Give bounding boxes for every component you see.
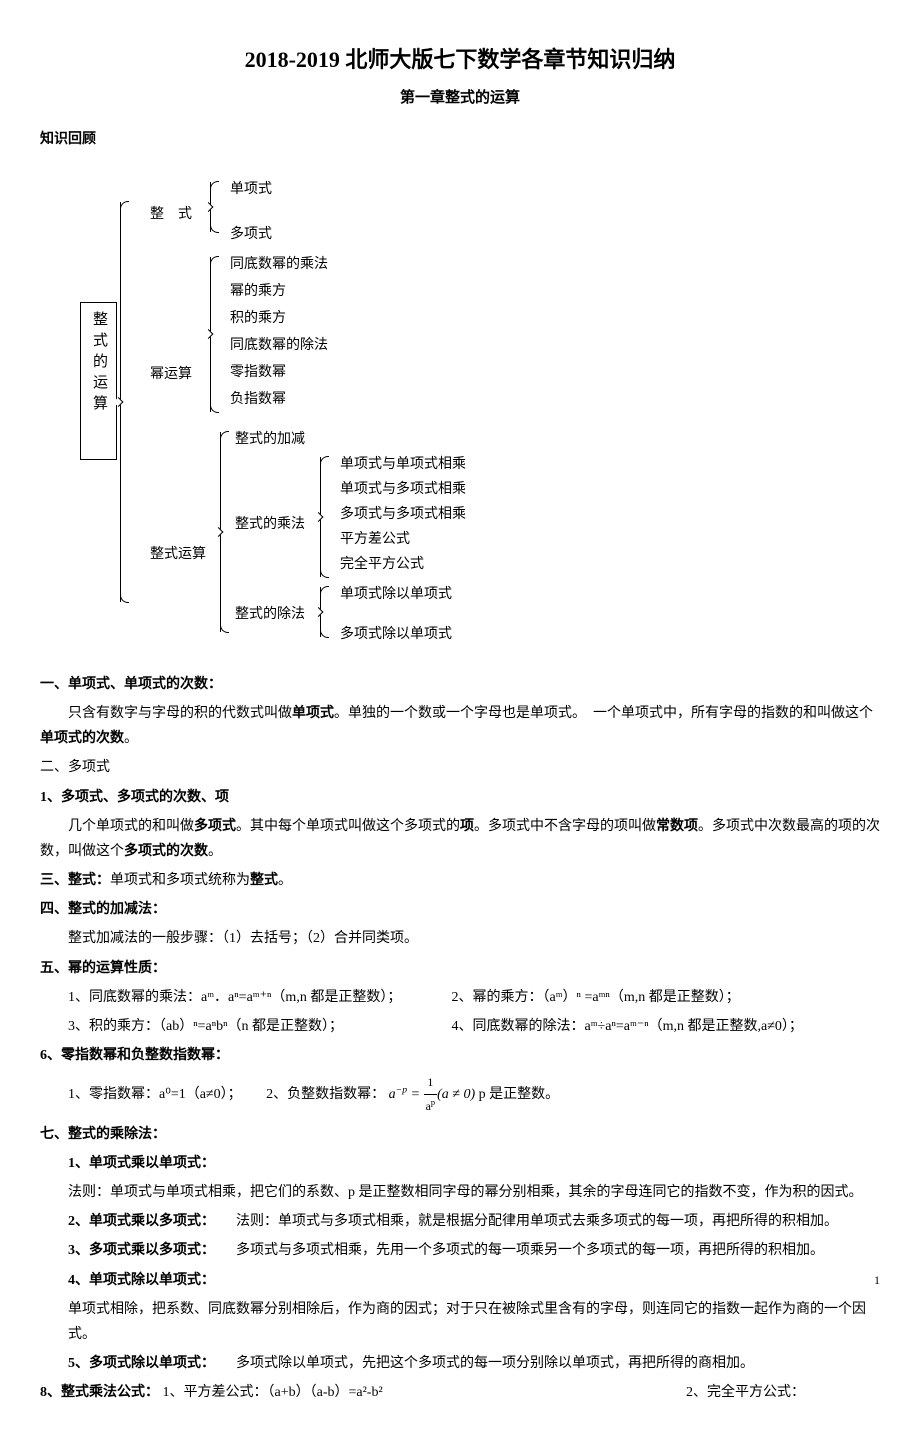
s4-body: 整式加减法的一般步骤：（1）去括号；（2）合并同类项。: [40, 926, 880, 951]
s2-b3: 常数项: [656, 819, 698, 834]
s7-m1p: 法则：单项式与单项式相乘，把它们的系数、p 是正整数相同字母的幂分别相乘，其余的…: [68, 1180, 880, 1205]
s2-head: 二、多项式: [40, 755, 880, 780]
tree-my-0: 同底数幂的乘法: [230, 252, 328, 277]
tree-mul-2: 多项式与多项式相乘: [340, 502, 466, 527]
s1-b2: 单项式的次数: [40, 731, 124, 746]
s5-i1: 1、同底数幂的乘法：aᵐ．aⁿ=aᵐ⁺ⁿ（m,n 都是正整数）；: [68, 985, 448, 1010]
s2-t3: 。多项式中不含字母的项叫做: [474, 819, 656, 834]
tree-my-4: 零指数幂: [230, 360, 286, 385]
tree-div-1: 多项式除以单项式: [340, 622, 452, 647]
tree-ys-1: 整式的乘法: [235, 512, 305, 537]
page-number: 1: [874, 1270, 880, 1292]
tree-root: 整式的运算: [80, 302, 117, 460]
s8-i2: 2、完全平方公式：: [686, 1385, 805, 1400]
tree-div-0: 单项式除以单项式: [340, 582, 452, 607]
page-title: 2018-2019 北师大版七下数学各章节知识归纳: [40, 40, 880, 80]
s8: 8、整式乘法公式： 1、平方差公式：（a+b）（a-b）=a²-b² 2、完全平…: [40, 1380, 880, 1405]
s2-b4: 多项式的次数: [124, 844, 208, 859]
s2-t1: 几个单项式的和叫做: [68, 819, 194, 834]
s2-t5: 。: [208, 844, 222, 859]
tree-l1-2: 整式运算: [150, 542, 206, 567]
s2-t2: 。其中每个单项式叫做这个多项式的: [236, 819, 460, 834]
s5-i3: 3、积的乘方：（ab）ⁿ=aⁿbⁿ（n 都是正整数）；: [68, 1014, 448, 1039]
s6-body: 1、零指数幂：a⁰=1（a≠0）； 2、负整数指数幂： a−p = 1ap(a …: [68, 1072, 880, 1117]
s3-tail: 。: [278, 873, 292, 888]
tree-zs-0: 单项式: [230, 177, 272, 202]
s5-row2: 3、积的乘方：（ab）ⁿ=aⁿbⁿ（n 都是正整数）； 4、同底数幂的除法：aᵐ…: [68, 1014, 880, 1039]
s7-head: 七、整式的乘除法：: [40, 1122, 880, 1147]
s6-i2b: p 是正整数。: [479, 1087, 560, 1102]
tree-ys-2: 整式的除法: [235, 602, 305, 627]
s6-i1: 1、零指数幂：a⁰=1（a≠0）；: [68, 1087, 235, 1102]
s6-formula: a−p =: [389, 1087, 424, 1102]
s8-i1: 1、平方差公式：（a+b）（a-b）=a²-b²: [163, 1380, 683, 1405]
s6-frac: 1ap: [424, 1072, 438, 1117]
s1-head: 一、单项式、单项式的次数：: [40, 672, 880, 697]
tree-mul-4: 完全平方公式: [340, 552, 424, 577]
s7-m3: 3、多项式乘以多项式： 多项式与多项式相乘，先用一个多项式的每一项乘另一个多项式…: [68, 1238, 880, 1263]
s6-i2a: 2、负整数指数幂：: [266, 1087, 385, 1102]
s7-m2p: 法则：单项式与多项式相乘，就是根据分配律用单项式去乘多项式的每一项，再把所得的积…: [236, 1214, 838, 1229]
s3-head: 三、整式：: [40, 873, 110, 888]
s1-b1: 单项式: [292, 706, 334, 721]
s5-head: 五、幂的运算性质：: [40, 956, 880, 981]
tree-my-2: 积的乘方: [230, 306, 286, 331]
s1-t3: 。: [124, 731, 138, 746]
s7-m5h: 5、多项式除以单项式：: [68, 1356, 208, 1371]
concept-tree: 整式的运算 整 式 幂运算 整式运算 单项式 多项式 同底数幂的乘法 幂的乘方 …: [80, 172, 880, 652]
s7-m1h: 1、单项式乘以单项式：: [68, 1151, 880, 1176]
s2-body: 几个单项式的和叫做多项式。其中每个单项式叫做这个多项式的项。多项式中不含字母的项…: [40, 814, 880, 864]
s2-sub: 1、多项式、多项式的次数、项: [40, 785, 880, 810]
tree-my-1: 幂的乘方: [230, 279, 286, 304]
s2-b1: 多项式: [194, 819, 236, 834]
tree-zs-1: 多项式: [230, 222, 272, 247]
s8-head: 8、整式乘法公式：: [40, 1385, 159, 1400]
s3-body: 单项式和多项式统称为: [110, 873, 250, 888]
review-label: 知识回顾: [40, 127, 880, 152]
tree-l1-0: 整 式: [150, 202, 192, 227]
s7-m2: 2、单项式乘以多项式： 法则：单项式与多项式相乘，就是根据分配律用单项式去乘多项…: [68, 1209, 880, 1234]
s7-m2h: 2、单项式乘以多项式：: [68, 1214, 208, 1229]
chapter-title: 第一章整式的运算: [40, 85, 880, 112]
s1-body: 只含有数字与字母的积的代数式叫做单项式。单独的一个数或一个字母也是单项式。 一个…: [40, 701, 880, 751]
tree-l1-1: 幂运算: [150, 362, 192, 387]
tree-mul-0: 单项式与单项式相乘: [340, 452, 466, 477]
s7-m5: 5、多项式除以单项式： 多项式除以单项式，先把这个多项式的每一项分别除以单项式，…: [68, 1351, 880, 1376]
s7-m4p: 单项式相除，把系数、同底数幂分别相除后，作为商的因式；对于只在被除式里含有的字母…: [68, 1297, 880, 1347]
s1-t1: 只含有数字与字母的积的代数式叫做: [68, 706, 292, 721]
s5-i4: 4、同底数幂的除法：aᵐ÷aⁿ=aᵐ⁻ⁿ（m,n 都是正整数,a≠0）；: [452, 1019, 803, 1034]
s6-head: 6、零指数幂和负整数指数幂：: [40, 1043, 880, 1068]
tree-mul-1: 单项式与多项式相乘: [340, 477, 466, 502]
s3: 三、整式：单项式和多项式统称为整式。: [40, 868, 880, 893]
s2-b2: 项: [460, 819, 474, 834]
s6-cond: (a ≠ 0): [437, 1087, 479, 1102]
s5-row1: 1、同底数幂的乘法：aᵐ．aⁿ=aᵐ⁺ⁿ（m,n 都是正整数）； 2、幂的乘方：…: [68, 985, 880, 1010]
tree-mul-3: 平方差公式: [340, 527, 410, 552]
s3-b: 整式: [250, 873, 278, 888]
s7-m4h: 4、单项式除以单项式：: [68, 1268, 880, 1293]
tree-ys-0: 整式的加减: [235, 427, 305, 452]
s7-m3h: 3、多项式乘以多项式：: [68, 1243, 208, 1258]
tree-my-3: 同底数幂的除法: [230, 333, 328, 358]
tree-my-5: 负指数幂: [230, 387, 286, 412]
s5-i2: 2、幂的乘方：（aᵐ）ⁿ =aᵐⁿ（m,n 都是正整数）；: [452, 990, 740, 1005]
s1-t2: 。单独的一个数或一个字母也是单项式。 一个单项式中，所有字母的指数的和叫做这个: [334, 706, 873, 721]
s4-head: 四、整式的加减法：: [40, 897, 880, 922]
s7-m5p: 多项式除以单项式，先把这个多项式的每一项分别除以单项式，再把所得的商相加。: [236, 1356, 754, 1371]
s7-m3p: 多项式与多项式相乘，先用一个多项式的每一项乘另一个多项式的每一项，再把所得的积相…: [236, 1243, 824, 1258]
